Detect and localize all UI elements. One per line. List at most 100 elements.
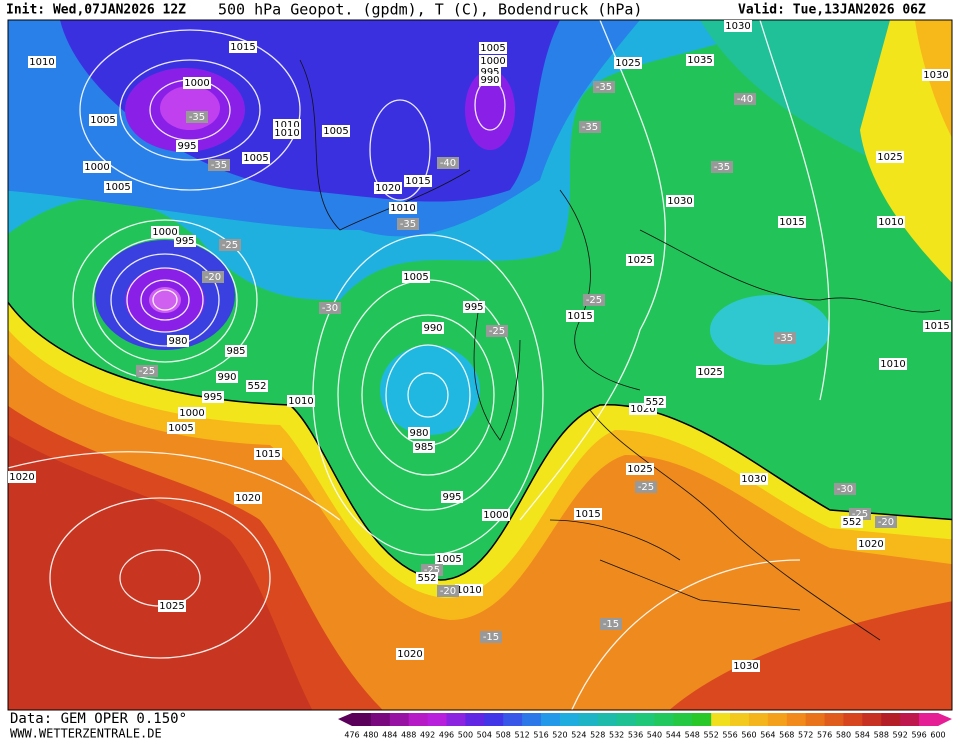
colorbar-label: 508 bbox=[496, 731, 511, 740]
temperature-label-box bbox=[774, 332, 796, 344]
pressure-label: 1015 bbox=[255, 449, 280, 460]
temperature-label: -25 bbox=[424, 565, 440, 576]
pressure-label-box bbox=[202, 391, 224, 403]
site-text: WWW.WETTERZENTRALE.DE bbox=[10, 727, 162, 741]
pressure-label: 1005 bbox=[243, 153, 268, 164]
colorbar-cell bbox=[881, 713, 901, 726]
pressure-label-box bbox=[479, 55, 507, 67]
colorbar-cell bbox=[843, 713, 863, 726]
colorbar-label: 528 bbox=[590, 731, 605, 740]
temperature-label: -20 bbox=[440, 586, 456, 597]
pressure-label-box bbox=[174, 235, 196, 247]
colorbar-label: 496 bbox=[439, 731, 454, 740]
pressure-label: 995 bbox=[177, 141, 196, 152]
pressure-label-box bbox=[696, 366, 724, 378]
pressure-label: 1025 bbox=[877, 152, 902, 163]
pressure-label-box bbox=[89, 114, 117, 126]
colorbar-cell bbox=[900, 713, 920, 726]
pressure-label-box bbox=[740, 473, 768, 485]
geopotential-label-box bbox=[841, 516, 863, 528]
colorbar-label: 560 bbox=[741, 731, 756, 740]
pressure-label-box bbox=[234, 492, 262, 504]
colorbar-label: 580 bbox=[836, 731, 851, 740]
colorbar-cell bbox=[597, 713, 618, 726]
pressure-label-box bbox=[876, 151, 904, 163]
pressure-label-box bbox=[167, 422, 195, 434]
pressure-label: 1030 bbox=[733, 661, 758, 672]
pressure-label-box bbox=[441, 491, 463, 503]
pressure-label: 1030 bbox=[667, 196, 692, 207]
pressure-label-box bbox=[732, 660, 760, 672]
pressure-label: 1005 bbox=[403, 272, 428, 283]
temperature-label: -20 bbox=[878, 517, 894, 528]
colorbar-label: 576 bbox=[817, 731, 832, 740]
pressure-label-box bbox=[879, 358, 907, 370]
pressure-label: 1035 bbox=[687, 55, 712, 66]
pressure-label-box bbox=[686, 54, 714, 66]
pressure-label-box bbox=[479, 74, 501, 86]
colorbar-cell bbox=[408, 713, 429, 726]
geopotential-label: 552 bbox=[645, 397, 664, 408]
temperature-label: -35 bbox=[777, 333, 793, 344]
pressure-label-box bbox=[614, 57, 642, 69]
pressure-label: 1000 bbox=[152, 227, 177, 238]
pressure-label-box bbox=[83, 161, 111, 173]
pressure-label-box bbox=[104, 181, 132, 193]
pressure-label: 1010 bbox=[878, 217, 903, 228]
pressure-label: 1005 bbox=[436, 554, 461, 565]
colorbar-cell bbox=[711, 713, 731, 726]
temperature-label: -25 bbox=[852, 509, 868, 520]
pressure-label-box bbox=[158, 600, 186, 612]
colorbar-label: 540 bbox=[647, 731, 662, 740]
colorbar-cell bbox=[730, 713, 750, 726]
geopotential-label: 552 bbox=[842, 517, 861, 528]
colorbar-cell bbox=[767, 713, 788, 726]
pressure-label-box bbox=[626, 463, 654, 475]
pressure-label-box bbox=[408, 427, 430, 439]
geopotential-label: 552 bbox=[247, 381, 266, 392]
pressure-label: 1005 bbox=[323, 126, 348, 137]
pressure-label-box bbox=[626, 254, 654, 266]
pressure-label: 1010 bbox=[288, 396, 313, 407]
pressure-label-box bbox=[167, 335, 189, 347]
temperature-label-box bbox=[579, 121, 601, 133]
temperature-label-box bbox=[437, 585, 459, 597]
pressure-label-box bbox=[877, 216, 905, 228]
colorbar-cell bbox=[559, 713, 580, 726]
temperature-label-box bbox=[480, 631, 502, 643]
colorbar-label: 596 bbox=[911, 731, 926, 740]
colorbar-cell bbox=[654, 713, 674, 726]
colorbar-label: 548 bbox=[685, 731, 700, 740]
pressure-label: 1000 bbox=[483, 510, 508, 521]
temperature-label-box bbox=[635, 481, 657, 493]
colorbar-cell bbox=[370, 713, 391, 726]
pressure-label-box bbox=[322, 125, 350, 137]
colorbar-cell bbox=[578, 713, 599, 726]
colorbar-cell bbox=[824, 713, 844, 726]
temperature-label: -40 bbox=[440, 158, 456, 169]
temperature-label: -35 bbox=[714, 162, 730, 173]
colorbar-cell bbox=[465, 713, 485, 726]
colorbar-label: 584 bbox=[855, 731, 870, 740]
pressure-label-box bbox=[389, 202, 417, 214]
colorbar-label: 480 bbox=[363, 731, 378, 740]
pressure-label-box bbox=[574, 508, 602, 520]
pressure-label-box bbox=[28, 56, 56, 68]
temperature-label: -25 bbox=[586, 295, 602, 306]
pressure-label: 1010 bbox=[456, 585, 481, 596]
temperature-label: -30 bbox=[837, 484, 853, 495]
pressure-label: 995 bbox=[442, 492, 461, 503]
colorbar-cell bbox=[692, 713, 712, 726]
pressure-label: 1020 bbox=[235, 493, 260, 504]
colorbar-arrow-right bbox=[938, 713, 952, 726]
colorbar-cell bbox=[484, 713, 504, 726]
geopotential-label-box bbox=[416, 572, 438, 584]
colorbar-cell bbox=[919, 713, 939, 726]
pressure-label-box bbox=[287, 395, 315, 407]
colorbar-label: 492 bbox=[420, 731, 435, 740]
pressure-label: 1010 bbox=[390, 203, 415, 214]
pressure-label: 1015 bbox=[230, 42, 255, 53]
pressure-label-box bbox=[455, 584, 483, 596]
colorbar-cell bbox=[616, 713, 637, 726]
pressure-label: 1015 bbox=[779, 217, 804, 228]
